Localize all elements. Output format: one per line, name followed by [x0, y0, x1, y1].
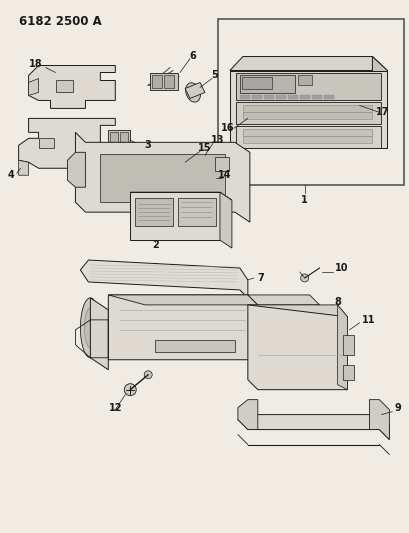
Text: 10: 10	[334, 263, 347, 273]
Polygon shape	[219, 192, 231, 248]
Text: 3: 3	[144, 140, 151, 150]
Bar	[55, 80, 73, 92]
Polygon shape	[237, 400, 257, 430]
Ellipse shape	[185, 83, 200, 102]
Bar	[120, 132, 128, 144]
Polygon shape	[80, 260, 247, 298]
Bar	[100, 154, 225, 202]
Bar	[263, 95, 273, 100]
Polygon shape	[229, 70, 387, 148]
Bar	[135, 198, 173, 226]
Ellipse shape	[80, 298, 100, 358]
Polygon shape	[108, 295, 257, 360]
Text: 16: 16	[220, 123, 234, 133]
Bar	[275, 95, 285, 100]
Ellipse shape	[84, 308, 96, 348]
Circle shape	[300, 274, 308, 282]
Circle shape	[124, 384, 136, 395]
Bar	[108, 131, 130, 147]
Polygon shape	[29, 66, 115, 108]
Bar	[235, 72, 380, 100]
Text: 11: 11	[361, 315, 374, 325]
Text: 2: 2	[151, 240, 158, 250]
Bar	[214, 157, 228, 171]
Polygon shape	[247, 295, 319, 305]
Text: 6182 2500 A: 6182 2500 A	[18, 15, 101, 28]
Polygon shape	[247, 305, 347, 390]
Polygon shape	[247, 305, 347, 317]
Text: 6: 6	[189, 51, 196, 61]
Text: 1: 1	[301, 195, 307, 205]
Text: 5: 5	[211, 70, 218, 80]
Polygon shape	[75, 132, 249, 222]
Bar	[218, 19, 403, 185]
Text: 8: 8	[334, 297, 341, 307]
Bar	[164, 75, 174, 88]
Polygon shape	[184, 83, 204, 99]
Bar	[155, 340, 234, 352]
Bar	[299, 95, 309, 100]
Text: 4: 4	[8, 170, 15, 180]
Polygon shape	[18, 160, 29, 175]
Polygon shape	[371, 56, 387, 148]
Polygon shape	[90, 298, 108, 370]
Bar	[235, 126, 380, 148]
Bar	[235, 102, 380, 124]
Bar	[287, 95, 297, 100]
Circle shape	[316, 76, 328, 87]
Bar	[152, 75, 162, 88]
Bar	[323, 95, 333, 100]
Bar	[239, 76, 294, 93]
Text: 18: 18	[29, 59, 42, 69]
Circle shape	[218, 160, 225, 168]
Polygon shape	[369, 400, 389, 440]
Ellipse shape	[204, 169, 216, 187]
Bar	[342, 365, 354, 379]
Text: 14: 14	[218, 170, 231, 180]
Bar	[251, 95, 261, 100]
Polygon shape	[337, 305, 347, 390]
Bar	[242, 106, 371, 119]
Text: 7: 7	[257, 273, 264, 283]
Bar	[150, 72, 178, 91]
Bar	[239, 95, 249, 100]
Bar	[130, 192, 219, 240]
Text: 13: 13	[211, 135, 224, 146]
Text: 9: 9	[393, 402, 400, 413]
Polygon shape	[130, 192, 231, 200]
Bar	[38, 139, 54, 148]
Circle shape	[144, 371, 152, 379]
Bar	[178, 198, 216, 226]
Polygon shape	[237, 415, 389, 440]
Bar	[110, 132, 118, 144]
Bar	[242, 130, 371, 143]
Bar	[342, 335, 354, 355]
Text: 15: 15	[198, 143, 211, 154]
Bar	[311, 95, 321, 100]
Bar	[241, 77, 271, 90]
Polygon shape	[229, 56, 387, 70]
Text: 12: 12	[108, 402, 122, 413]
Polygon shape	[108, 295, 257, 305]
Polygon shape	[67, 152, 85, 187]
Polygon shape	[18, 118, 115, 168]
Polygon shape	[29, 78, 38, 95]
Bar	[297, 76, 311, 85]
Text: 17: 17	[375, 108, 389, 117]
